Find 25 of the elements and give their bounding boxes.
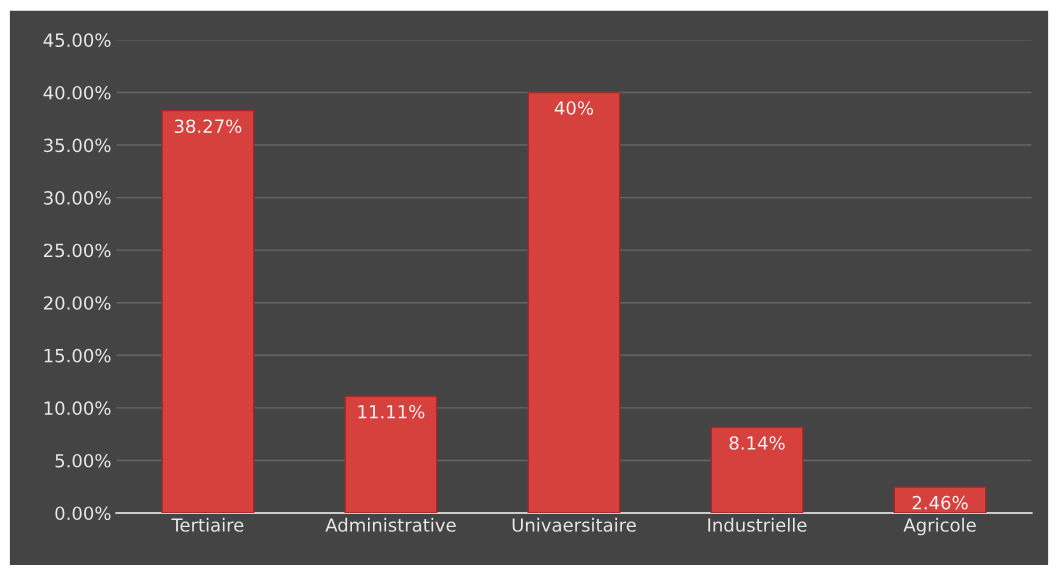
x-tick-label: Univaersitaire	[512, 517, 636, 532]
y-tick-label: 35.00%	[44, 138, 111, 153]
x-tick-label: Administrative	[325, 517, 456, 532]
y-tick-label: 25.00%	[44, 243, 111, 258]
bar	[710, 426, 804, 513]
y-tick-label: 40.00%	[43, 85, 111, 100]
y-tick-label: 45.00%	[43, 33, 111, 48]
data-label: 40%	[554, 101, 594, 115]
y-tick-label: 0.00%	[55, 506, 111, 521]
x-tick-label: Agricole	[903, 517, 976, 536]
bar	[527, 91, 621, 513]
y-tick-label: 10.00%	[44, 401, 111, 415]
data-label: 38.27%	[174, 119, 242, 134]
bar	[893, 486, 987, 513]
data-label: 2.46%	[912, 495, 968, 510]
y-tick-label: 5.00%	[55, 453, 111, 468]
x-tick-label: Tertiaire	[171, 517, 244, 532]
data-label: 11.11%	[358, 404, 425, 419]
data-label: 8.14%	[729, 436, 785, 450]
y-tick-label: 30.00%	[44, 191, 111, 205]
bar	[161, 109, 255, 513]
y-tick-label: 15.00%	[44, 348, 111, 363]
x-tick-label: Industrielle	[708, 517, 807, 532]
bar	[344, 395, 438, 513]
y-tick-label: 20.00%	[44, 296, 111, 310]
